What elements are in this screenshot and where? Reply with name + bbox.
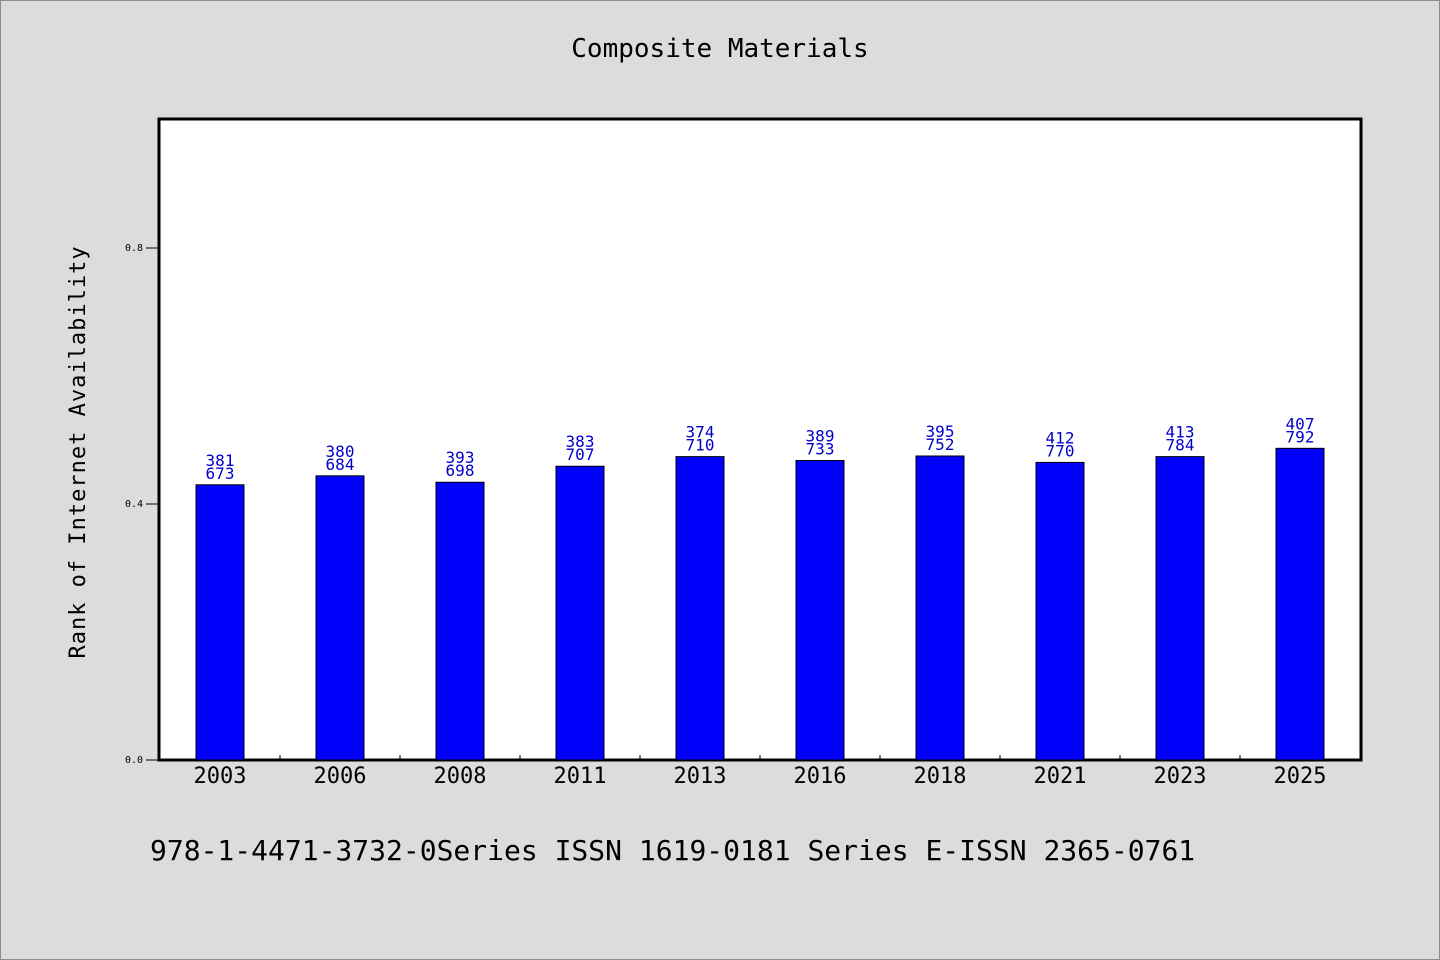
bar-label-bottom-2011: 707 <box>566 445 595 464</box>
bar-label-top-2025: 407 <box>1286 414 1315 433</box>
x-tick-label-2018: 2018 <box>914 764 967 789</box>
bar-label-top-2018: 395 <box>926 422 955 441</box>
y-tick-label: 0.0 <box>125 755 143 766</box>
x-tick-label-2011: 2011 <box>554 764 607 789</box>
y-axis-label: Rank of Internet Availability <box>66 245 91 658</box>
bar-2003 <box>195 484 245 761</box>
x-tick-label-2013: 2013 <box>674 764 727 789</box>
bar-2025 <box>1275 447 1325 761</box>
x-tick-label-2006: 2006 <box>314 764 367 789</box>
y-tick-label: 0.8 <box>125 243 143 254</box>
bar-2018 <box>915 455 965 761</box>
bar-2016 <box>795 459 845 761</box>
bar-label-bottom-2021: 770 <box>1046 441 1075 460</box>
x-tick-label-2003: 2003 <box>194 764 247 789</box>
bar-label-top-2021: 412 <box>1046 428 1075 447</box>
bar-label-top-2013: 374 <box>686 423 715 442</box>
bar-label-top-2008: 393 <box>446 448 475 467</box>
bar-label-bottom-2008: 698 <box>446 461 475 480</box>
bar-2021 <box>1035 461 1085 761</box>
x-tick-label-2008: 2008 <box>434 764 487 789</box>
bar-label-top-2023: 413 <box>1166 423 1195 442</box>
y-ticks-layer: 0.0 0.4 0.8 <box>125 243 160 766</box>
x-tick-label-2025: 2025 <box>1274 764 1327 789</box>
y-tick-label: 0.4 <box>125 499 143 510</box>
bars-layer <box>195 447 1325 761</box>
bar-label-bottom-2006: 684 <box>326 455 355 474</box>
x-tick-label-2023: 2023 <box>1154 764 1207 789</box>
bar-label-bottom-2018: 752 <box>926 435 955 454</box>
bar-label-bottom-2023: 784 <box>1166 436 1195 455</box>
bar-label-top-2006: 380 <box>326 442 355 461</box>
bar-label-bottom-2025: 792 <box>1286 427 1315 446</box>
bar-label-top-2011: 383 <box>566 432 595 451</box>
bar-2013 <box>675 456 725 761</box>
bar-2011 <box>555 465 605 761</box>
chart-title: Composite Materials <box>571 34 869 64</box>
bar-label-bottom-2013: 710 <box>686 436 715 455</box>
x-tick-label-2021: 2021 <box>1034 764 1087 789</box>
bar-label-bottom-2003: 673 <box>206 464 235 483</box>
bar-2008 <box>435 481 485 761</box>
footer-text: 978-1-4471-3732-0Series ISSN 1619-0181 S… <box>150 834 1196 867</box>
bar-label-top-2016: 389 <box>806 426 835 445</box>
bar-label-top-2003: 381 <box>206 451 235 470</box>
x-tick-label-2016: 2016 <box>794 764 847 789</box>
bar-2023 <box>1155 456 1205 761</box>
bar-2006 <box>315 475 365 761</box>
bar-label-bottom-2016: 733 <box>806 439 835 458</box>
x-ticks-layer: 2003 2006 2008 2011 2013 2016 2018 2021 2023 2025 <box>194 755 1327 789</box>
